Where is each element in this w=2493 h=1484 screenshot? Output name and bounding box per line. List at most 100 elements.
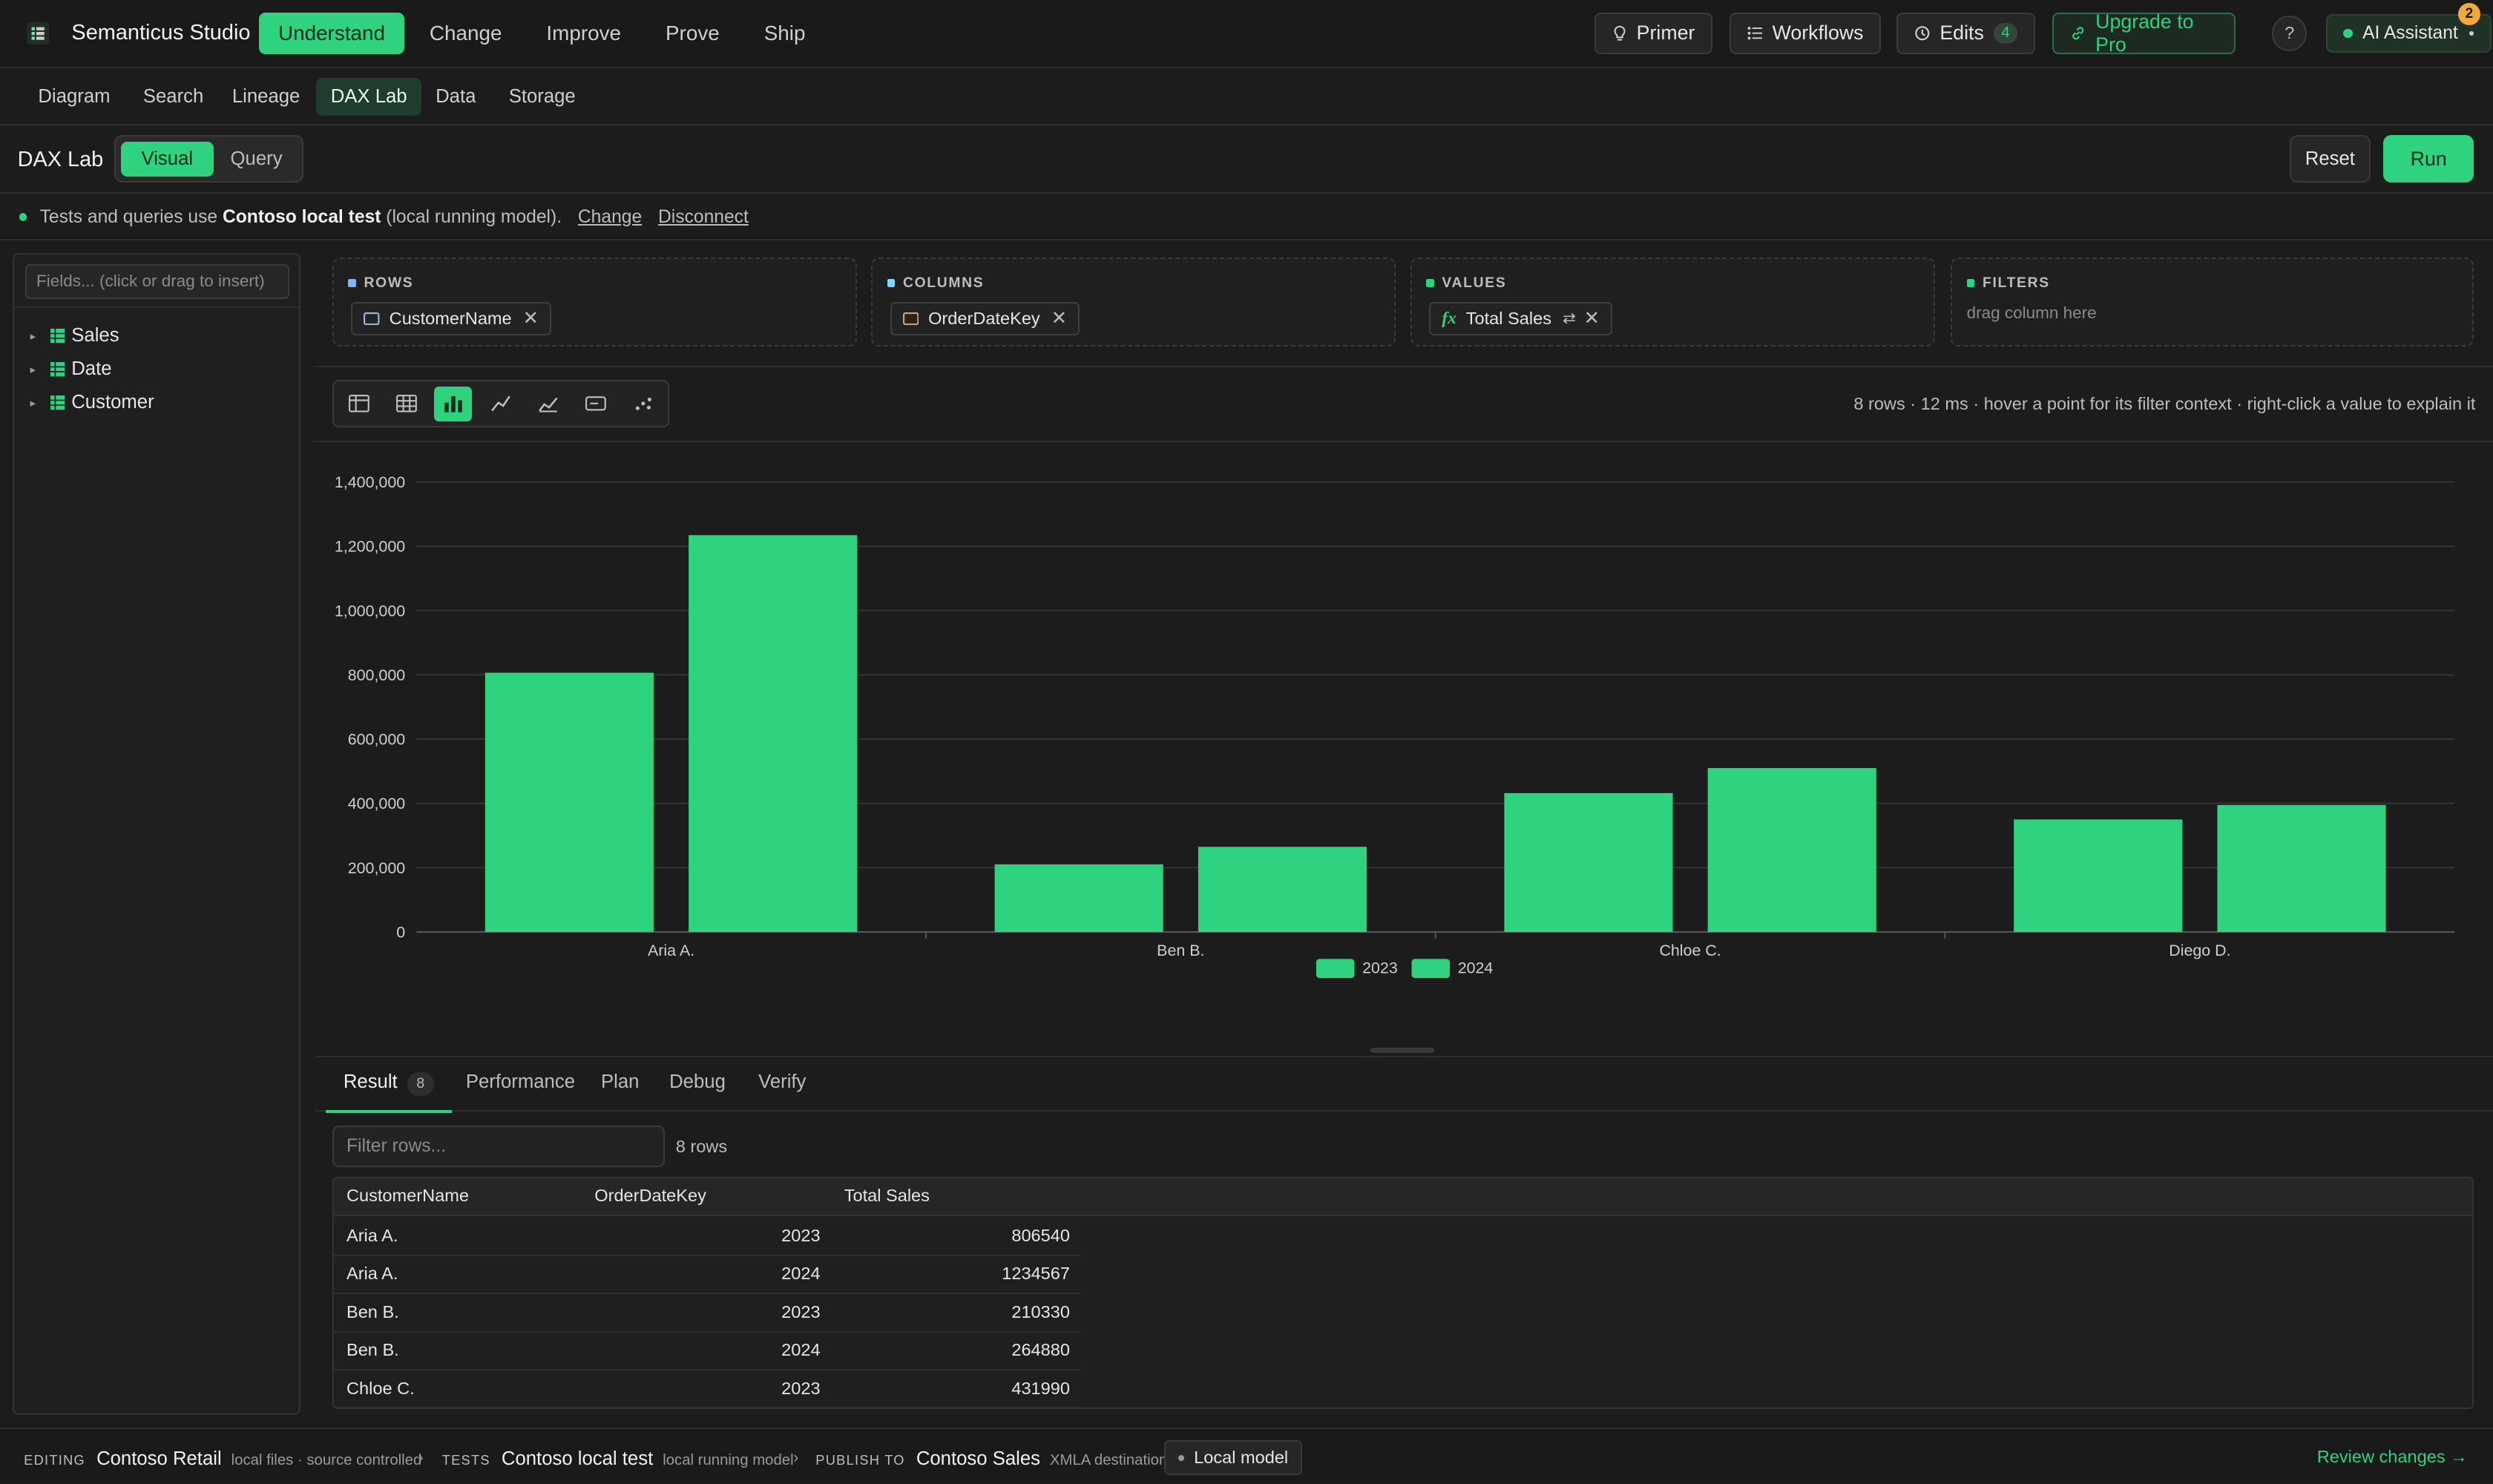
nav-improve[interactable]: Improve bbox=[546, 22, 622, 45]
edits-button[interactable]: Edits 4 bbox=[1896, 13, 2035, 54]
values-chip[interactable]: fx Total Sales ⇄ ✕ bbox=[1429, 301, 1613, 335]
tab-storage[interactable]: Storage bbox=[508, 85, 576, 107]
tab-plan[interactable]: Plan bbox=[600, 1071, 640, 1093]
tab-performance[interactable]: Performance bbox=[465, 1071, 575, 1093]
disconnect-link[interactable]: Disconnect bbox=[658, 206, 749, 227]
primer-button[interactable]: Primer bbox=[1594, 13, 1712, 54]
table-row: Ben B. 2024 264880 bbox=[333, 1333, 1081, 1370]
area-chart-button[interactable] bbox=[529, 387, 567, 421]
publish-value[interactable]: Contoso Sales bbox=[916, 1448, 1040, 1469]
tree-node-sales[interactable]: ▸ Sales bbox=[14, 319, 302, 352]
bar-2024[interactable] bbox=[689, 534, 858, 932]
tree-node-label: Date bbox=[71, 358, 112, 380]
review-changes-link[interactable]: Review changes → bbox=[2316, 1446, 2468, 1466]
bar-2024[interactable] bbox=[2217, 804, 2386, 932]
dax-lab-header: DAX Lab Visual Query Reset Run bbox=[0, 125, 2493, 194]
cell-date: 2023 bbox=[781, 1378, 821, 1398]
editing-value[interactable]: Contoso Retail bbox=[96, 1448, 222, 1469]
pivot-table-button[interactable] bbox=[340, 387, 378, 421]
scatter-button[interactable] bbox=[625, 387, 663, 421]
rows-chip[interactable]: CustomerName ✕ bbox=[351, 301, 552, 335]
filters-label-text: FILTERS bbox=[1982, 275, 2050, 291]
values-well[interactable]: VALUES fx Total Sales ⇄ ✕ bbox=[1410, 257, 1935, 347]
bar-chart-button[interactable] bbox=[433, 386, 473, 421]
bar-2023[interactable] bbox=[485, 672, 654, 932]
mode-query[interactable]: Query bbox=[230, 148, 283, 169]
list-icon bbox=[1747, 27, 1762, 40]
change-link[interactable]: Change bbox=[577, 206, 643, 227]
cell-customer: Chloe C. bbox=[346, 1378, 415, 1398]
connection-text: Tests and queries use Contoso local test… bbox=[40, 207, 749, 228]
tab-verify[interactable]: Verify bbox=[758, 1071, 807, 1093]
panel-resize-handle[interactable] bbox=[1370, 1048, 1434, 1053]
remove-icon[interactable]: ✕ bbox=[522, 308, 539, 329]
bar-2023[interactable] bbox=[1504, 792, 1673, 932]
tree-node-date[interactable]: ▸ Date bbox=[14, 352, 302, 386]
tab-diagram[interactable]: Diagram bbox=[38, 85, 111, 107]
remove-icon[interactable]: ✕ bbox=[1583, 308, 1600, 329]
mode-visual[interactable]: Visual bbox=[120, 141, 214, 177]
app-title: Semanticus Studio bbox=[71, 20, 251, 45]
bar-2024[interactable] bbox=[1198, 846, 1367, 932]
help-button[interactable]: ? bbox=[2272, 16, 2308, 51]
bar-2023[interactable] bbox=[2014, 819, 2183, 932]
run-button[interactable]: Run bbox=[2383, 135, 2474, 183]
connection-prefix: Tests and queries use bbox=[39, 206, 218, 227]
bar-2024[interactable] bbox=[1707, 767, 1877, 932]
edits-label: Edits bbox=[1939, 22, 1984, 45]
area-chart-icon bbox=[539, 397, 558, 413]
tab-dax-lab[interactable]: DAX Lab bbox=[316, 77, 421, 116]
header-orderdatekey[interactable]: OrderDateKey bbox=[594, 1186, 706, 1206]
line-chart-button[interactable] bbox=[482, 387, 519, 421]
row-count: 8 rows bbox=[675, 1137, 728, 1157]
filters-well[interactable]: FILTERS drag column here bbox=[1951, 257, 2474, 347]
values-marker bbox=[1425, 279, 1434, 287]
values-label-text: VALUES bbox=[1442, 275, 1507, 291]
nav-prove[interactable]: Prove bbox=[665, 22, 720, 45]
app-logo-icon bbox=[27, 22, 50, 45]
divider bbox=[313, 440, 2493, 442]
reset-button[interactable]: Reset bbox=[2289, 135, 2371, 183]
legend-swatch bbox=[1411, 959, 1451, 978]
local-model-badge[interactable]: Local model bbox=[1163, 1440, 1303, 1476]
tab-result[interactable]: Result 8 bbox=[326, 1071, 452, 1113]
table-icon bbox=[50, 329, 65, 344]
table-button[interactable] bbox=[388, 387, 426, 421]
tab-lineage[interactable]: Lineage bbox=[231, 85, 300, 107]
table-row: Chloe C. 2023 431990 bbox=[333, 1370, 1081, 1408]
ai-menu-dot bbox=[2469, 30, 2474, 36]
upgrade-button[interactable]: Upgrade to Pro bbox=[2052, 10, 2236, 56]
nav-ship[interactable]: Ship bbox=[763, 22, 806, 45]
columns-chip[interactable]: OrderDateKey ✕ bbox=[890, 301, 1080, 335]
editing-sub: local files · source controlled bbox=[231, 1451, 422, 1468]
remove-icon[interactable]: ✕ bbox=[1051, 308, 1068, 329]
editing-tag: EDITING bbox=[24, 1452, 85, 1468]
workflows-button[interactable]: Workflows bbox=[1730, 13, 1881, 54]
tab-search[interactable]: Search bbox=[142, 85, 204, 107]
fields-tree: ▸ Sales ▸ Date ▸ Customer bbox=[14, 306, 302, 419]
chevron-right-icon: › bbox=[418, 1448, 424, 1466]
tests-value[interactable]: Contoso local test bbox=[501, 1448, 654, 1469]
header-total-sales[interactable]: Total Sales bbox=[844, 1186, 930, 1206]
fields-search-input[interactable]: Fields... (click or drag to insert) bbox=[25, 263, 289, 299]
nav-understand[interactable]: Understand bbox=[259, 13, 404, 54]
card-button[interactable] bbox=[577, 387, 615, 421]
nav-change[interactable]: Change bbox=[429, 22, 502, 45]
chevron-right-icon: › bbox=[793, 1448, 799, 1466]
cell-date: 2024 bbox=[781, 1340, 821, 1360]
swap-icon[interactable]: ⇄ bbox=[1563, 309, 1576, 327]
local-model-dot bbox=[1177, 1454, 1185, 1462]
y-tick-label: 200,000 bbox=[348, 859, 405, 877]
filter-rows-input[interactable]: Filter rows... bbox=[332, 1126, 665, 1167]
columns-well[interactable]: COLUMNS OrderDateKey ✕ bbox=[871, 257, 1396, 347]
tree-node-customer[interactable]: ▸ Customer bbox=[14, 386, 302, 419]
tab-data[interactable]: Data bbox=[436, 85, 476, 107]
y-tick-label: 1,000,000 bbox=[335, 602, 405, 620]
bar-2023[interactable] bbox=[994, 864, 1164, 932]
header-customername[interactable]: CustomerName bbox=[346, 1186, 469, 1206]
rows-label-text: ROWS bbox=[364, 275, 414, 291]
columns-label-text: COLUMNS bbox=[902, 275, 985, 291]
rows-well[interactable]: ROWS CustomerName ✕ bbox=[332, 257, 857, 347]
tab-debug[interactable]: Debug bbox=[669, 1071, 726, 1093]
